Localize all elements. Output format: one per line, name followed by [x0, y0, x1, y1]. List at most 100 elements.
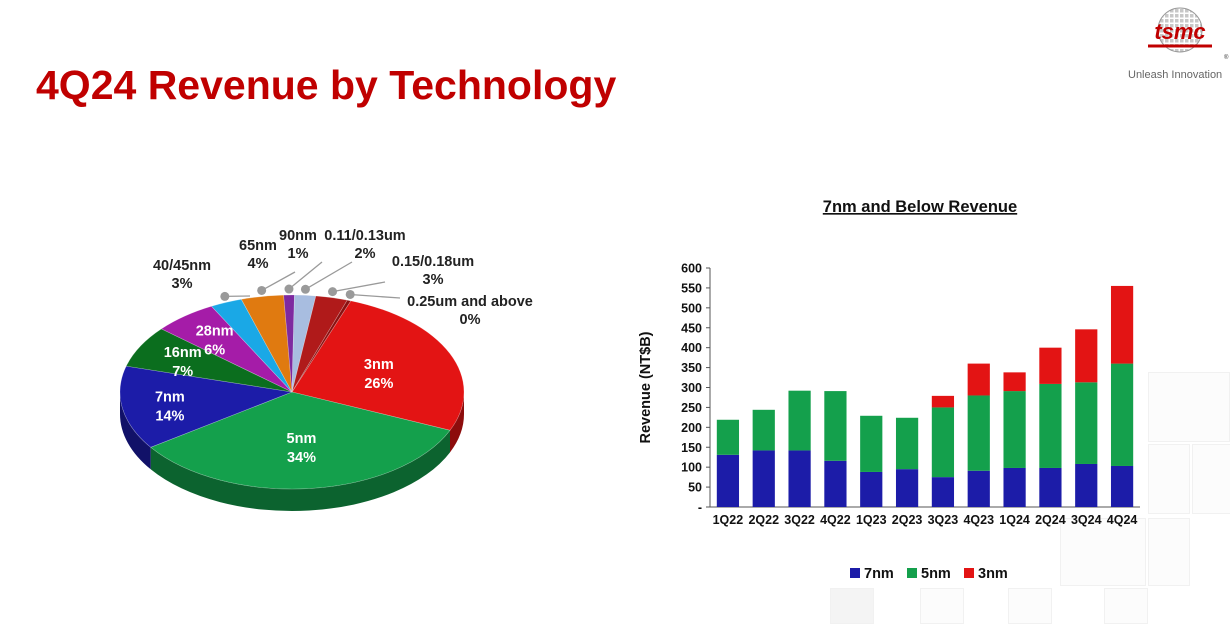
pie-label-name: 0.11/0.13um — [324, 228, 405, 244]
legend-swatch-3nm — [964, 568, 974, 578]
pie-label-value: 1% — [288, 246, 309, 262]
bar-7nm-4Q23 — [968, 471, 990, 507]
x-tick-label: 3Q23 — [928, 513, 959, 527]
pie-label-value: 14% — [155, 409, 184, 425]
pie-label-value: 4% — [248, 256, 269, 272]
pie-leader-dot — [257, 286, 266, 295]
bar-3nm-4Q23 — [968, 364, 990, 396]
y-tick-label: 250 — [681, 401, 702, 415]
pie-label-name: 65nm — [239, 238, 277, 254]
x-tick-label: 2Q22 — [748, 513, 779, 527]
page-title: 4Q24 Revenue by Technology — [36, 62, 616, 109]
x-tick-label: 2Q24 — [1035, 513, 1066, 527]
bar-7nm-4Q22 — [824, 461, 846, 507]
pie-leader-dot — [284, 285, 293, 294]
pie-label-name: 16nm — [164, 345, 202, 361]
y-axis-label: Revenue (NT$B) — [638, 331, 654, 443]
bar-5nm-4Q24 — [1111, 364, 1133, 466]
x-tick-label: 3Q24 — [1071, 513, 1102, 527]
tsmc-logo: tsmc ® Unleash Innovation — [1120, 4, 1230, 80]
bar-7nm-4Q24 — [1111, 466, 1133, 507]
y-tick-label: - — [698, 501, 702, 515]
bar-5nm-1Q23 — [860, 416, 882, 472]
pie-label-name: 7nm — [155, 390, 185, 406]
bar-7nm-2Q24 — [1039, 468, 1061, 507]
y-tick-label: 200 — [681, 421, 702, 435]
bar-5nm-2Q22 — [753, 410, 775, 451]
bar-5nm-4Q23 — [968, 395, 990, 470]
pie-label-value: 3% — [423, 272, 444, 288]
bar-chart-title: 7nm and Below Revenue — [823, 198, 1017, 216]
y-tick-label: 450 — [681, 321, 702, 335]
bar-7nm-1Q23 — [860, 472, 882, 507]
bar-chart-svg: 7nm and Below Revenue Revenue (NT$B) - 50 10… — [620, 190, 1230, 600]
bar-7nm-3Q24 — [1075, 464, 1097, 507]
pie-label-name: 28nm — [196, 323, 234, 339]
legend-label-3nm: 3nm — [978, 566, 1008, 582]
pie-label-name: 90nm — [279, 228, 317, 244]
pie-label-name: 40/45nm — [153, 258, 211, 274]
bar-5nm-3Q23 — [932, 407, 954, 477]
x-tick-label: 3Q22 — [784, 513, 815, 527]
logo-wordmark: tsmc — [1154, 19, 1205, 44]
y-tick-label: 150 — [681, 441, 702, 455]
pie-label-name: 0.15/0.18um — [392, 254, 474, 270]
logo-tagline: Unleash Innovation — [1128, 69, 1222, 81]
pie-label-value: 0% — [460, 312, 481, 328]
bar-5nm-4Q22 — [824, 391, 846, 461]
pie-leader-dot — [220, 292, 229, 301]
bar-5nm-3Q24 — [1075, 382, 1097, 464]
pie-label-value: 6% — [204, 342, 225, 358]
bar-5nm-2Q23 — [896, 418, 918, 469]
bar-3nm-2Q24 — [1039, 348, 1061, 384]
pie-label-name: 5nm — [287, 431, 317, 447]
x-tick-label: 1Q23 — [856, 513, 887, 527]
bar-3nm-1Q24 — [1003, 372, 1025, 391]
bar-legend: 7nm 5nm 3nm — [850, 566, 1008, 582]
bar-3nm-3Q23 — [932, 396, 954, 408]
y-tick-label: 350 — [681, 361, 702, 375]
y-tick-label: 550 — [681, 281, 702, 295]
pie-label-value: 34% — [287, 450, 316, 466]
pie-leader-line — [333, 282, 385, 292]
legend-swatch-7nm — [850, 568, 860, 578]
bar-7nm-2Q22 — [753, 450, 775, 507]
legend-label-7nm: 7nm — [864, 566, 894, 582]
x-tick-label: 4Q23 — [963, 513, 994, 527]
y-tick-label: 50 — [688, 481, 702, 495]
y-tick-label: 100 — [681, 461, 702, 475]
bar-7nm-3Q22 — [788, 450, 810, 507]
bar-7nm-3Q23 — [932, 477, 954, 507]
bar-7nm-2Q23 — [896, 469, 918, 507]
y-tick-label: 500 — [681, 301, 702, 315]
bar-5nm-2Q24 — [1039, 384, 1061, 468]
pie-leader-line — [305, 262, 352, 289]
pie-label-name: 3nm — [364, 357, 394, 373]
legend-label-5nm: 5nm — [921, 566, 951, 582]
bar-5nm-1Q22 — [717, 420, 739, 455]
pie-label-value: 7% — [172, 364, 193, 380]
bar-7nm-1Q22 — [717, 455, 739, 507]
pie-label-value: 3% — [172, 276, 193, 292]
x-tick-label: 2Q23 — [892, 513, 923, 527]
x-tick-label: 4Q22 — [820, 513, 851, 527]
bar-7nm-1Q24 — [1003, 468, 1025, 507]
x-tick-label: 1Q24 — [999, 513, 1030, 527]
technology-pie-chart: 3nm 26% 5nm 34% 7nm 14% 16nm 7% 28nm 6% 40/45nm 3% 6… — [100, 210, 560, 530]
pie-chart-svg: 3nm 26% 5nm 34% 7nm 14% 16nm 7% 28nm 6% 40/45nm 3% 6… — [100, 210, 560, 530]
bar-3nm-4Q24 — [1111, 286, 1133, 364]
x-tick-label: 4Q24 — [1107, 513, 1138, 527]
legend-swatch-5nm — [907, 568, 917, 578]
seven-nm-revenue-bar-chart: 7nm and Below Revenue Revenue (NT$B) - 50 10… — [620, 190, 1230, 600]
svg-text:®: ® — [1224, 54, 1229, 61]
y-tick-label: 600 — [681, 262, 702, 276]
pie-leader-dot — [346, 290, 355, 299]
pie-label-value: 26% — [364, 376, 393, 392]
pie-leader-dot — [301, 285, 310, 294]
pie-label-name: 0.25um and above — [407, 294, 533, 310]
y-tick-label: 300 — [681, 381, 702, 395]
y-tick-label: 400 — [681, 341, 702, 355]
bar-5nm-3Q22 — [788, 391, 810, 451]
tsmc-logo-mark: tsmc ® — [1120, 4, 1230, 68]
pie-label-value: 2% — [355, 246, 376, 262]
